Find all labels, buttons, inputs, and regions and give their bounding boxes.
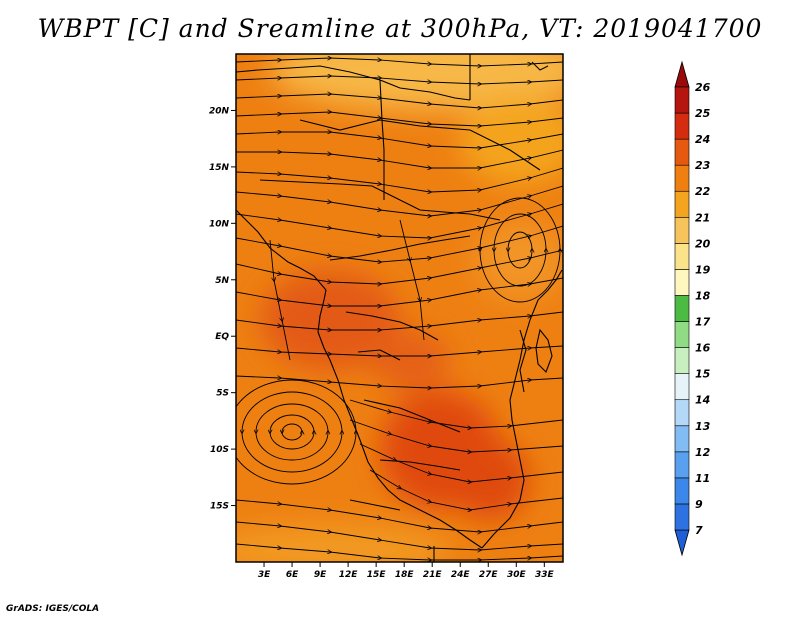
wbpt-cool-south	[236, 525, 450, 562]
colorbar-label: 24	[695, 133, 710, 146]
footer-credit: GrADS: IGES/COLA	[6, 604, 100, 614]
colorbar-segment	[674, 86, 690, 114]
colorbar-segment	[674, 269, 690, 296]
colorbar-min-arrow	[674, 529, 690, 557]
colorbar-label: 23	[695, 159, 711, 172]
chart-title: WBPT [C] and Sreamline at 300hPa, VT: 20…	[37, 14, 763, 43]
colorbar-segment	[674, 373, 690, 401]
x-tick-label: 12E	[339, 570, 359, 580]
colorbar-label: 26	[695, 81, 711, 94]
x-tick-label: 15E	[367, 570, 387, 580]
colorbar-segment	[674, 477, 690, 505]
y-tick-label: EQ	[215, 332, 229, 342]
colorbar-label: 7	[695, 524, 703, 537]
y-tick-label: 15N	[209, 163, 230, 173]
colorbar-segment	[674, 503, 690, 531]
x-tick-label: 33E	[535, 570, 555, 580]
colorbar-max-arrow	[674, 60, 690, 88]
colorbar-segment	[674, 451, 690, 479]
colorbar-label: 15	[695, 368, 711, 381]
colorbar-segment	[674, 164, 690, 192]
x-tick-label: 6E	[286, 570, 299, 580]
wbpt-cool-north	[270, 54, 563, 110]
y-tick-label: 20N	[209, 106, 230, 116]
colorbar-label: 13	[695, 420, 711, 433]
x-tick-label: 3E	[258, 570, 271, 580]
colorbar-label: 17	[695, 316, 711, 329]
streamlines	[236, 58, 563, 560]
map-frame	[235, 53, 564, 563]
colorbar-label: 20	[695, 237, 711, 250]
colorbar-segment	[674, 216, 690, 244]
colorbar-segment	[674, 190, 690, 218]
y-axis: 20N 15N 10N 5N EQ 5S 10S 15S	[209, 106, 236, 512]
colorbar-label: 12	[695, 446, 711, 459]
colorbar-label: 25	[695, 107, 711, 120]
x-tick-label: 18E	[395, 570, 415, 580]
y-tick-label: 5S	[216, 389, 229, 399]
y-tick-label: 10N	[209, 219, 230, 229]
wbpt-warm-band	[370, 330, 450, 390]
colorbar-label: 9	[695, 498, 703, 511]
map-panel	[236, 54, 563, 562]
colorbar-label: 14	[695, 394, 710, 407]
colorbar-label: 16	[695, 342, 711, 355]
x-tick-label: 21E	[423, 570, 443, 580]
colorbar-segment	[674, 321, 690, 348]
colorbar-label: 21	[695, 211, 710, 224]
colorbar-segment	[674, 425, 690, 453]
colorbar-label: 22	[695, 185, 711, 198]
x-tick-label: 9E	[314, 570, 327, 580]
colorbar-segment	[674, 243, 690, 270]
colorbar-label: 19	[695, 263, 711, 276]
x-tick-label: 27E	[479, 570, 499, 580]
colorbar-label: 18	[695, 289, 711, 302]
y-tick-label: 5N	[215, 276, 229, 286]
y-tick-label: 15S	[210, 502, 229, 512]
colorbar-segment	[674, 295, 690, 322]
y-tick-label: 10S	[210, 445, 229, 455]
x-tick-label: 30E	[507, 570, 527, 580]
x-axis: 3E 6E 9E 12E 15E 18E 21E 24E 27E 30E 33E	[258, 562, 555, 580]
x-tick-label: 24E	[451, 570, 471, 580]
colorbar-segment	[674, 347, 690, 374]
colorbar: 7 9 11 12 13 14 15 16 17 18 19 20 21 22 23 24 25 26	[674, 60, 711, 557]
colorbar-segment	[674, 399, 690, 427]
colorbar-segment	[674, 112, 690, 140]
colorbar-label: 11	[695, 472, 710, 485]
colorbar-segment	[674, 138, 690, 166]
wbpt-cool-north-east	[460, 95, 563, 185]
